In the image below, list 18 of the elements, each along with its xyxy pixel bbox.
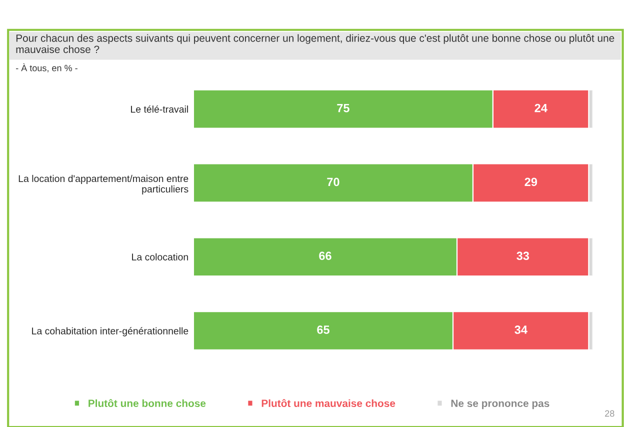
text: - À tous, en % - xyxy=(16,63,78,72)
y-tick-label: La cohabitation inter-générationnelle xyxy=(32,327,188,336)
data-label: 29 xyxy=(524,178,538,186)
data-label: 34 xyxy=(514,326,528,334)
y-tick-label: La location d'appartement/maison entre particuliers xyxy=(18,174,188,194)
legend-label: Plutôt une bonne chose xyxy=(88,399,206,408)
legend-label: Plutôt une mauvaise chose xyxy=(262,399,396,408)
legend-label: Ne se prononce pas xyxy=(451,400,550,410)
y-tick-label: Le télé-travail xyxy=(131,105,188,113)
data-label: 24 xyxy=(534,104,548,112)
chart-title: Pour chacun des aspects suivants qui peuvent concerner un logement, diriez-vous que c'est plutôt une bonne chose ou plutôt une mauvaise chose ? xyxy=(16,34,614,54)
text: 28 xyxy=(605,410,614,417)
data-label: 70 xyxy=(327,178,340,186)
data-label: 65 xyxy=(317,326,330,334)
data-label: 33 xyxy=(516,252,530,260)
data-label: 66 xyxy=(319,252,332,260)
data-label: 75 xyxy=(337,104,350,112)
y-tick-label: La colocation xyxy=(132,253,188,260)
